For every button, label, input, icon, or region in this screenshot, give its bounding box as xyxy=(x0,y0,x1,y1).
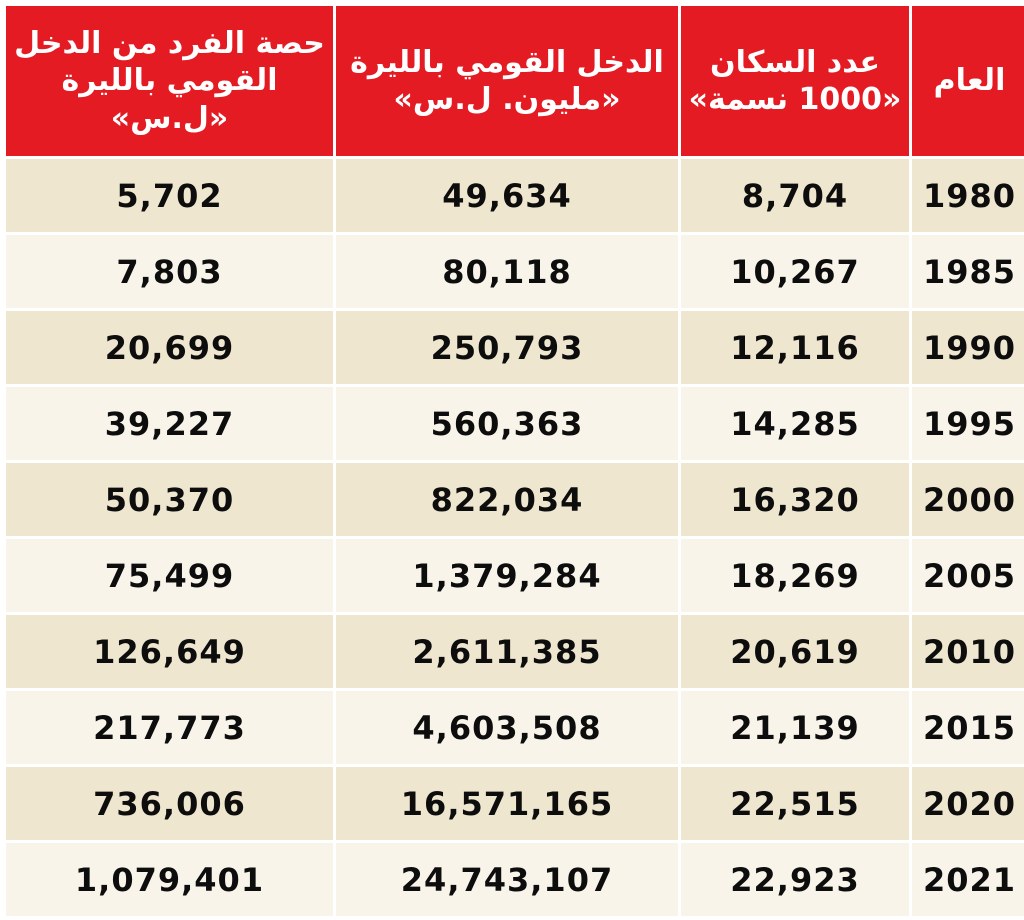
header-per-capita-income: حصة الفرد من الدخل القومي بالليرة «ل.س» xyxy=(3,3,336,159)
table-row: 2005 18,269 1,379,284 75,499 xyxy=(3,536,1024,615)
header-national-income: الدخل القومي بالليرة «مليون. ل.س» xyxy=(333,3,681,159)
table-row: 2020 22,515 16,571,165 736,006 xyxy=(3,764,1024,843)
table-row: 1980 8,704 49,634 5,702 xyxy=(3,156,1024,235)
cell-national-income: 4,603,508 xyxy=(333,688,681,767)
table-row: 2015 21,139 4,603,508 217,773 xyxy=(3,688,1024,767)
cell-per-capita: 20,699 xyxy=(3,308,336,387)
cell-population: 10,267 xyxy=(678,232,912,311)
cell-national-income: 560,363 xyxy=(333,384,681,463)
table-header: العام عدد السكان «1000 نسمة» الدخل القوم… xyxy=(3,3,1024,159)
cell-per-capita: 217,773 xyxy=(3,688,336,767)
cell-per-capita: 75,499 xyxy=(3,536,336,615)
cell-national-income: 80,118 xyxy=(333,232,681,311)
cell-population: 16,320 xyxy=(678,460,912,539)
cell-per-capita: 126,649 xyxy=(3,612,336,691)
cell-per-capita: 7,803 xyxy=(3,232,336,311)
cell-national-income: 49,634 xyxy=(333,156,681,235)
cell-per-capita: 5,702 xyxy=(3,156,336,235)
table-row: 1990 12,116 250,793 20,699 xyxy=(3,308,1024,387)
cell-population: 12,116 xyxy=(678,308,912,387)
cell-year: 2021 xyxy=(909,840,1024,919)
cell-year: 2010 xyxy=(909,612,1024,691)
table-body: 1980 8,704 49,634 5,702 1985 10,267 80,1… xyxy=(3,156,1024,919)
table-row: 2021 22,923 24,743,107 1,079,401 xyxy=(3,840,1024,919)
cell-population: 21,139 xyxy=(678,688,912,767)
cell-year: 2020 xyxy=(909,764,1024,843)
cell-population: 22,923 xyxy=(678,840,912,919)
cell-national-income: 250,793 xyxy=(333,308,681,387)
cell-per-capita: 736,006 xyxy=(3,764,336,843)
cell-per-capita: 50,370 xyxy=(3,460,336,539)
cell-year: 2005 xyxy=(909,536,1024,615)
income-table: العام عدد السكان «1000 نسمة» الدخل القوم… xyxy=(3,3,1024,919)
cell-year: 1985 xyxy=(909,232,1024,311)
table-row: 2010 20,619 2,611,385 126,649 xyxy=(3,612,1024,691)
cell-per-capita: 1,079,401 xyxy=(3,840,336,919)
cell-national-income: 16,571,165 xyxy=(333,764,681,843)
table-row: 1995 14,285 560,363 39,227 xyxy=(3,384,1024,463)
cell-national-income: 2,611,385 xyxy=(333,612,681,691)
header-population: عدد السكان «1000 نسمة» xyxy=(678,3,912,159)
cell-population: 14,285 xyxy=(678,384,912,463)
cell-population: 22,515 xyxy=(678,764,912,843)
cell-national-income: 24,743,107 xyxy=(333,840,681,919)
cell-year: 2000 xyxy=(909,460,1024,539)
table-row: 2000 16,320 822,034 50,370 xyxy=(3,460,1024,539)
header-year: العام xyxy=(909,3,1024,159)
cell-year: 2015 xyxy=(909,688,1024,767)
cell-year: 1995 xyxy=(909,384,1024,463)
cell-population: 8,704 xyxy=(678,156,912,235)
cell-year: 1990 xyxy=(909,308,1024,387)
table-row: 1985 10,267 80,118 7,803 xyxy=(3,232,1024,311)
cell-population: 20,619 xyxy=(678,612,912,691)
cell-per-capita: 39,227 xyxy=(3,384,336,463)
header-row: العام عدد السكان «1000 نسمة» الدخل القوم… xyxy=(3,3,1024,159)
cell-national-income: 1,379,284 xyxy=(333,536,681,615)
cell-national-income: 822,034 xyxy=(333,460,681,539)
cell-year: 1980 xyxy=(909,156,1024,235)
cell-population: 18,269 xyxy=(678,536,912,615)
